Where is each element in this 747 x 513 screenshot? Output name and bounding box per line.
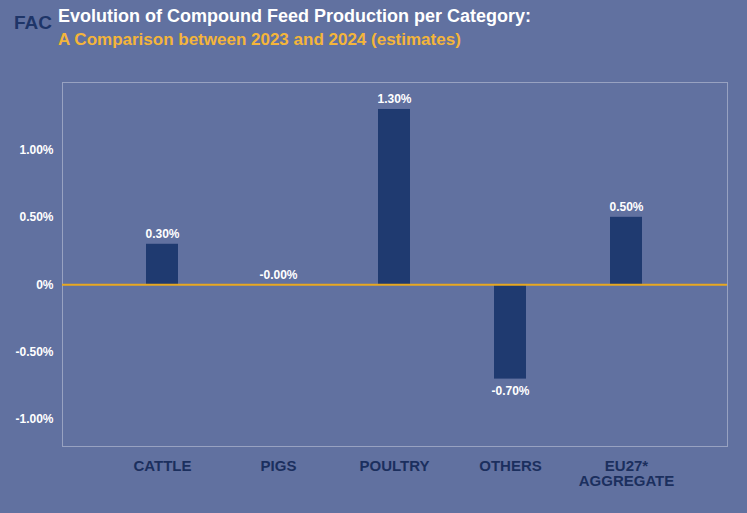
svg-text:POULTRY: POULTRY [360, 457, 430, 474]
svg-text:-0.00%: -0.00% [259, 268, 297, 282]
svg-text:-0.70%: -0.70% [491, 384, 529, 398]
svg-text:EU27*AGGREGATE: EU27*AGGREGATE [579, 457, 675, 489]
html-text:FAC Evolution of Compound Feed: FAC Evolution of Compound Feed Productio… [14, 6, 531, 33]
svg-text:CATTLE: CATTLE [133, 457, 191, 474]
svg-text:1.00%: 1.00% [19, 143, 53, 157]
svg-text:0.50%: 0.50% [609, 200, 643, 214]
svg-text:-0.50%: -0.50% [15, 345, 53, 359]
svg-text:0%: 0% [36, 278, 54, 292]
svg-text:1.30%: 1.30% [377, 92, 411, 106]
svg-text:PIGS: PIGS [261, 457, 297, 474]
html-text:A Comparison between 2023 and: A Comparison between 2023 and 2024 (esti… [58, 30, 461, 49]
svg-text:0.50%: 0.50% [19, 210, 53, 224]
svg-text:OTHERS: OTHERS [479, 457, 542, 474]
svg-text:-1.00%: -1.00% [15, 412, 53, 426]
svg-text:0.30%: 0.30% [145, 227, 179, 241]
